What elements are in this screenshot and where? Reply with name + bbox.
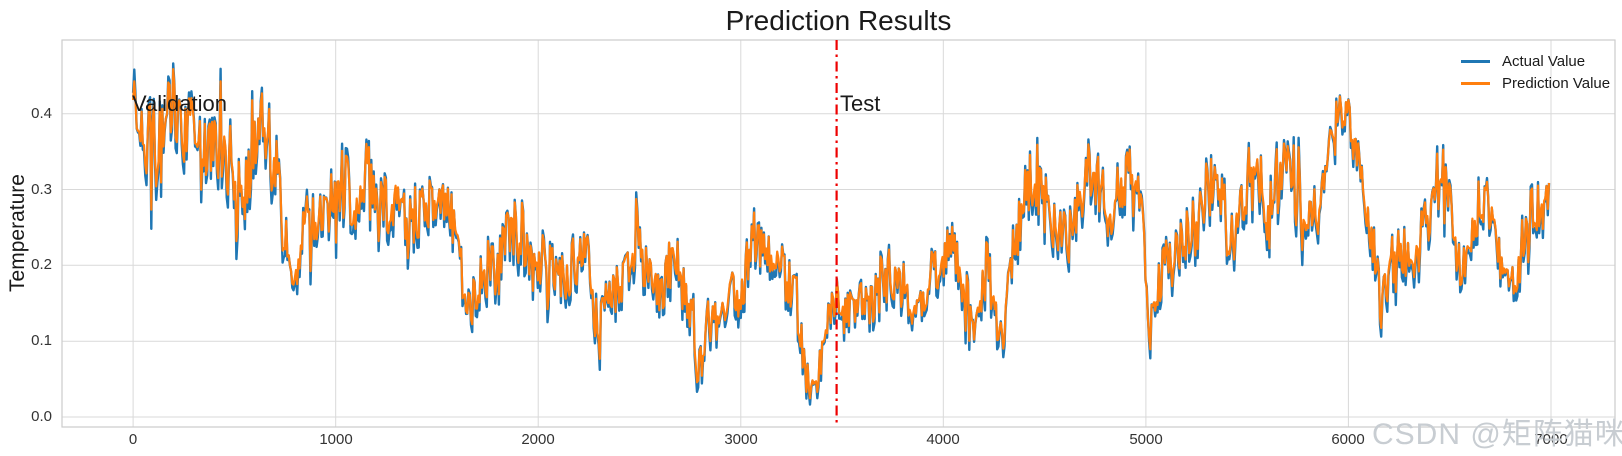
x-tick-label: 0 [128,431,138,448]
x-tick-label: 7000 [1534,431,1568,448]
axes-border [61,39,1616,428]
prediction-line-swatch [1461,81,1490,85]
prediction-value-line [132,67,1551,400]
y-tick-label: 0.4 [31,105,52,122]
actual-line-swatch [1461,59,1490,63]
legend: Actual Value Prediction Value [1461,50,1610,94]
y-tick-label: 0.3 [31,181,52,198]
x-tick-label: 3000 [724,431,758,448]
region-label-validation: Validation [132,91,227,116]
legend-label-prediction: Prediction Value [1502,74,1611,92]
y-tick-label: 0.1 [31,332,52,349]
x-tick-label: 1000 [319,431,353,448]
watermark: CSDN @矩阵猫咪 [1372,418,1622,451]
region-label-test: Test [840,91,881,116]
x-tick-label: 4000 [926,431,960,448]
x-tick-label: 5000 [1129,431,1163,448]
y-tick-label: 0.2 [31,256,52,273]
x-tick-label: 2000 [521,431,555,448]
legend-item-actual: Actual Value [1461,50,1610,72]
x-tick-label: 6000 [1331,431,1365,448]
chart-title: Prediction Results [725,5,952,36]
legend-item-prediction: Prediction Value [1461,72,1610,94]
y-tick-label: 0.0 [31,408,52,425]
legend-label-actual: Actual Value [1502,52,1586,70]
y-axis-label: Temperature [6,174,29,292]
